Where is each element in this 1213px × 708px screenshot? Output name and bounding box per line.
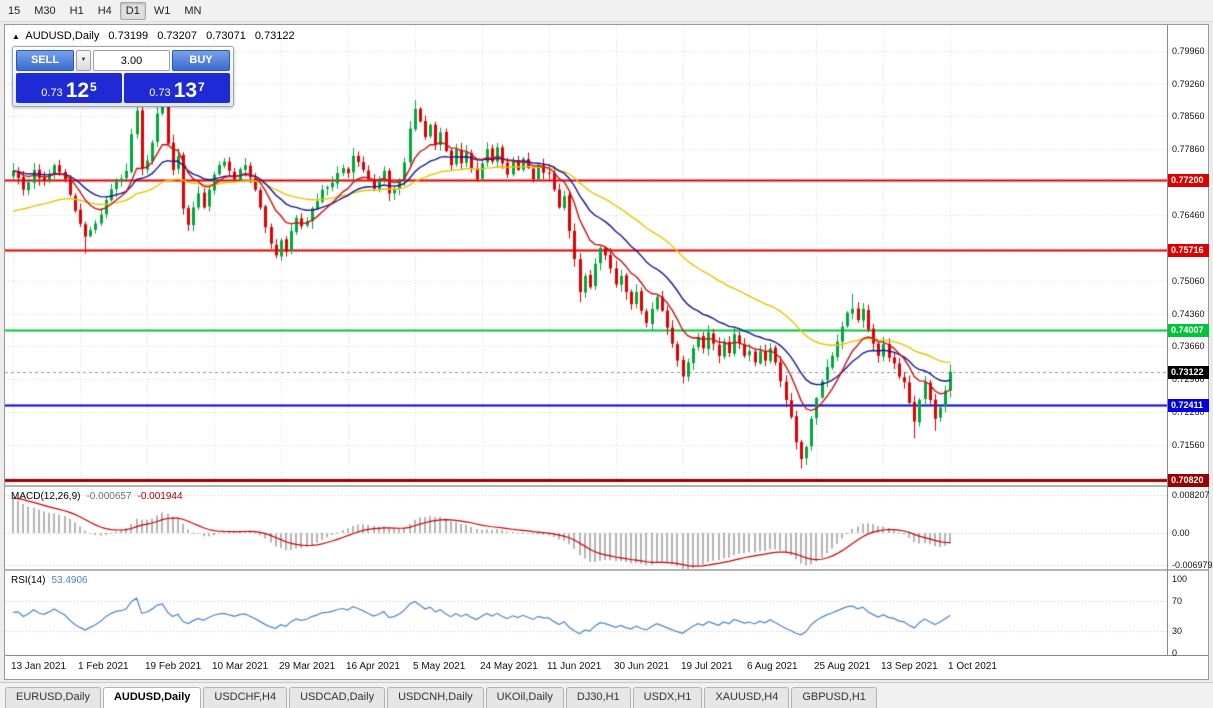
sell-price-button[interactable]: 0.73 12 5 — [16, 73, 122, 103]
price-axis-tick: 0.72960 — [1172, 374, 1205, 384]
ohlc-close: 0.73122 — [254, 30, 295, 42]
indicator-axis-label: -0.006979 — [1172, 560, 1213, 570]
tab-xauusd-h4[interactable]: XAUUSD,H4 — [704, 687, 790, 708]
panel-splitter[interactable] — [5, 485, 1208, 487]
price-axis-tick: 0.79260 — [1172, 79, 1205, 89]
current-price-label: 0.73122 — [1168, 366, 1209, 379]
tab-audusd-daily[interactable]: AUDUSD,Daily — [102, 687, 202, 708]
price-axis-tick: 0.74360 — [1172, 309, 1205, 319]
indicator-axis-label: 70 — [1172, 596, 1183, 606]
chevron-down-icon: ▼ — [80, 57, 87, 63]
timeframe-button-mn[interactable]: MN — [184, 4, 202, 17]
tab-usdcad-daily[interactable]: USDCAD,Daily — [289, 687, 386, 708]
timeframe-button-d1[interactable]: D1 — [119, 1, 146, 20]
timeframe-toolbar: 15 M30 H1 H4 D1 W1 MN — [0, 0, 1213, 22]
volume-input[interactable] — [93, 50, 170, 71]
buy-price-button[interactable]: 0.73 13 7 — [124, 73, 230, 103]
tab-dj30-h1[interactable]: DJ30,H1 — [565, 687, 631, 708]
time-axis-label: 16 Apr 2021 — [346, 661, 400, 672]
one-click-trading-panel: SELL ▼ BUY 0.73 12 5 0.73 13 7 — [12, 46, 234, 107]
price-axis-tick: 0.79960 — [1172, 46, 1205, 56]
time-axis-label: 1 Oct 2021 — [948, 661, 997, 672]
price-axis-tick: 0.76460 — [1172, 210, 1205, 220]
indicator-axis-label: 0 — [1172, 648, 1178, 658]
rsi-value: 53.4906 — [51, 575, 88, 586]
buy-price-prefix: 0.73 — [149, 87, 171, 99]
tab-usdx-h1[interactable]: USDX,H1 — [632, 687, 703, 708]
symbol-title: AUDUSD,Daily — [25, 30, 100, 42]
timeframe-button-15[interactable]: 15 — [8, 4, 21, 17]
price-axis-tick: 0.78560 — [1172, 111, 1205, 121]
one-click-collapse-icon[interactable]: ▲ — [12, 32, 20, 41]
level-price-label: 0.75716 — [1168, 244, 1209, 257]
level-price-label: 0.70820 — [1168, 474, 1209, 487]
tab-ukoil-daily[interactable]: UKOil,Daily — [485, 687, 564, 708]
panel-splitter[interactable] — [5, 569, 1208, 571]
price-axis-separator — [1167, 25, 1168, 655]
ohlc-high: 0.73207 — [157, 30, 197, 42]
level-price-label: 0.77200 — [1168, 174, 1209, 187]
level-price-label: 0.74007 — [1168, 324, 1209, 337]
price-axis-tick: 0.72260 — [1172, 407, 1205, 417]
volume-dropdown-button[interactable]: ▼ — [76, 50, 91, 71]
rsi-panel-canvas[interactable] — [5, 571, 1167, 655]
price-axis-tick: 0.73660 — [1172, 341, 1205, 351]
sell-price-prefix: 0.73 — [41, 87, 63, 99]
ohlc-open: 0.73199 — [108, 30, 149, 42]
timeframe-button-m30[interactable]: M30 — [34, 4, 56, 17]
time-axis-label: 13 Jan 2021 — [11, 661, 67, 672]
buy-price-sup: 7 — [198, 80, 205, 94]
time-axis-label: 11 Jun 2021 — [547, 661, 602, 672]
time-axis-label: 5 May 2021 — [413, 661, 466, 672]
time-axis[interactable]: 13 Jan 2021 1 Feb 2021 19 Feb 2021 10 Mar 2… — [5, 655, 1208, 679]
timeframe-button-w1[interactable]: W1 — [153, 4, 171, 17]
indicator-axis-label: 30 — [1172, 626, 1183, 636]
rsi-name: RSI(14) — [11, 575, 46, 586]
time-axis-label: 29 Mar 2021 — [279, 661, 336, 672]
time-axis-label: 19 Feb 2021 — [145, 661, 202, 672]
ohlc-low: 0.73071 — [206, 30, 246, 42]
macd-value-main: -0.000657 — [86, 491, 132, 502]
macd-label: MACD(12,26,9) -0.000657 -0.001944 — [11, 491, 183, 502]
tab-gbpusd-h1[interactable]: GBPUSD,H1 — [791, 687, 877, 708]
buy-price-big: 13 — [173, 79, 198, 102]
time-axis-label: 19 Jul 2021 — [681, 661, 733, 672]
time-axis-label: 1 Feb 2021 — [78, 661, 129, 672]
time-axis-label: 25 Aug 2021 — [814, 661, 871, 672]
time-axis-label: 6 Aug 2021 — [747, 661, 798, 672]
rsi-label: RSI(14) 53.4906 — [11, 575, 88, 586]
macd-value-signal: -0.001944 — [137, 491, 183, 502]
time-axis-label: 10 Mar 2021 — [212, 661, 269, 672]
indicator-axis-label: 0.008207 — [1172, 490, 1210, 500]
time-axis-label: 30 Jun 2021 — [614, 661, 670, 672]
price-axis-tick: 0.75060 — [1172, 276, 1205, 286]
price-axis-tick: 0.77860 — [1172, 144, 1205, 154]
sell-button[interactable]: SELL — [16, 50, 74, 71]
timeframe-button-h4[interactable]: H4 — [97, 4, 112, 17]
indicator-axis-label: 100 — [1172, 574, 1188, 584]
chart-frame: 13 Jan 2021 1 Feb 2021 19 Feb 2021 10 Mar 2… — [4, 24, 1213, 680]
sell-price-sup: 5 — [90, 80, 97, 94]
macd-name: MACD(12,26,9) — [11, 491, 81, 502]
chart-tab-bar: EURUSD,Daily AUDUSD,Daily USDCHF,H4 USDCAD,… — [0, 682, 1213, 708]
buy-button[interactable]: BUY — [172, 50, 230, 71]
macd-panel-canvas[interactable] — [5, 487, 1167, 569]
chart-ohlc-header: ▲ AUDUSD,Daily 0.73199 0.73207 0.73071 0… — [12, 30, 301, 42]
level-price-label: 0.72411 — [1168, 399, 1209, 412]
price-axis-tick: 0.71560 — [1172, 440, 1205, 450]
indicator-axis-label: 0.00 — [1172, 528, 1190, 538]
time-axis-label: 13 Sep 2021 — [881, 661, 938, 672]
sell-price-big: 12 — [65, 79, 90, 102]
tab-eurusd-daily[interactable]: EURUSD,Daily — [5, 687, 101, 708]
tab-usdchf-h4[interactable]: USDCHF,H4 — [203, 687, 288, 708]
timeframe-button-h1[interactable]: H1 — [69, 4, 84, 17]
time-axis-label: 24 May 2021 — [480, 661, 538, 672]
tab-usdcnh-daily[interactable]: USDCNH,Daily — [387, 687, 484, 708]
